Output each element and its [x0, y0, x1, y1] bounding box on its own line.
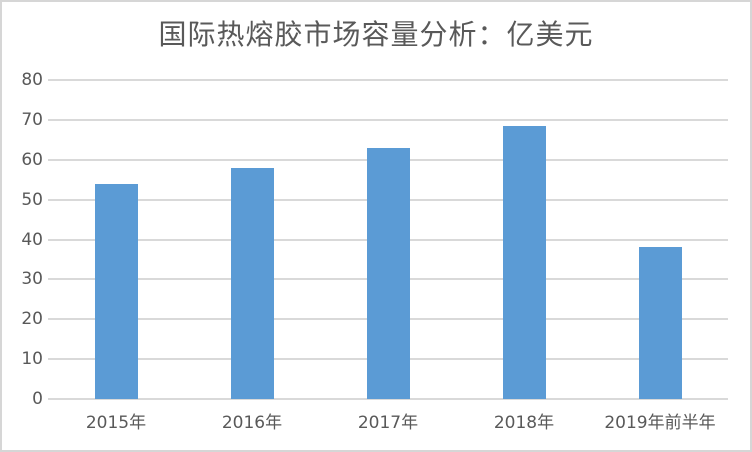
x-axis-tick-label: 2017年	[357, 413, 419, 433]
y-axis-tick-label: 60	[21, 149, 43, 170]
y-axis-tick-label: 50	[21, 189, 43, 210]
x-axis-tick-label: 2016年	[221, 413, 283, 433]
bar-2016年	[230, 167, 274, 399]
x-axis-tick-label: 2018年	[493, 413, 555, 433]
gridline	[48, 398, 728, 400]
x-axis-tick-label: 2015年	[85, 413, 147, 433]
bar-2019年前半年	[638, 247, 682, 399]
gridline	[48, 79, 728, 81]
y-axis-tick-label: 40	[21, 229, 43, 250]
gridline	[48, 118, 728, 121]
x-axis-tick-label: 2019年前半年	[604, 413, 716, 433]
bar-2015年	[94, 183, 138, 399]
y-axis-tick-label: 70	[21, 109, 43, 130]
y-axis-tick-label: 20	[21, 309, 43, 330]
bar-2017年	[366, 147, 410, 399]
y-axis-tick-label: 80	[21, 70, 43, 90]
y-axis-tick-label: 10	[21, 349, 43, 370]
chart-title: 国际热熔胶市场容量分析：亿美元	[158, 18, 594, 51]
bar-2018年	[502, 125, 546, 399]
y-axis-tick-label: 0	[32, 389, 43, 409]
y-axis-tick-label: 30	[21, 269, 43, 290]
